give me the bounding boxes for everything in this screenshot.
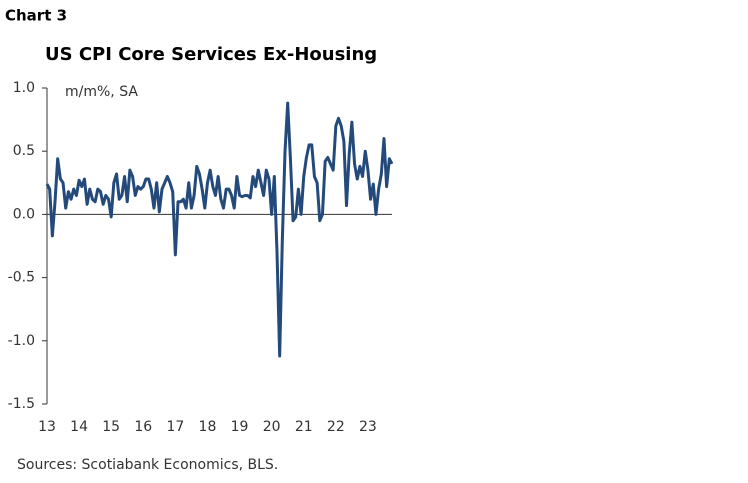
y-tick-label: -1.5 [8, 396, 35, 412]
x-tick-label: 22 [327, 419, 345, 435]
y-tick-label: 1.0 [13, 80, 35, 96]
x-tick-label: 20 [263, 419, 281, 435]
x-tick-label: 17 [166, 419, 184, 435]
x-tick-label: 15 [102, 419, 120, 435]
data-line [45, 101, 394, 358]
x-tick-label: 18 [199, 419, 217, 435]
source: Sources: Scotiabank Economics, BLS. [17, 457, 278, 473]
x-tick-label: 19 [231, 419, 249, 435]
x-tick-label: 14 [70, 419, 88, 435]
x-tick-label: 21 [295, 419, 313, 435]
y-tick-label: 0.5 [13, 143, 35, 159]
y-tick-label: 0.0 [13, 206, 35, 222]
y-tick-label: -0.5 [8, 270, 35, 286]
x-tick-label: 16 [134, 419, 152, 435]
chart-label: Chart 3 [5, 7, 67, 25]
y-tick-label: -1.0 [8, 333, 35, 349]
chart-title: US CPI Core Services Ex-Housing [45, 44, 377, 65]
x-tick-label: 23 [359, 419, 377, 435]
x-tick-label: 13 [38, 419, 56, 435]
y-axis-label: m/m%, SA [65, 84, 138, 100]
